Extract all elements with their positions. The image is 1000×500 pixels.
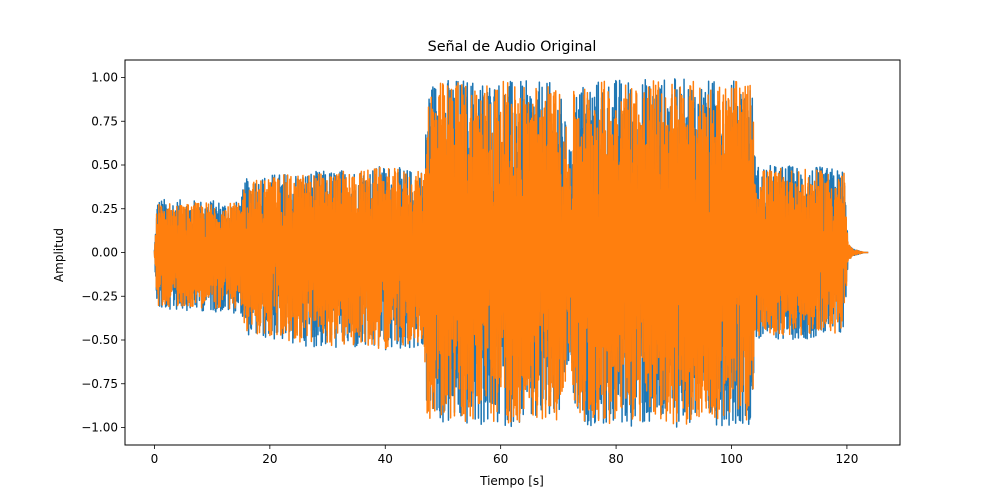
chart-title: Señal de Audio Original <box>428 39 597 55</box>
x-tick-label: 40 <box>378 452 393 466</box>
y-axis: 1.00 0.75 0.50 0.25 0.00 −0.25 −0.50 −0.75 −1.00 <box>81 71 125 435</box>
y-tick-label: 0.50 <box>91 158 118 172</box>
x-tick-label: 100 <box>720 452 743 466</box>
x-axis-label: Tiempo [s] <box>479 474 544 488</box>
y-tick-label: −0.75 <box>81 377 118 391</box>
y-tick-label: −0.25 <box>81 289 118 303</box>
y-tick-label: 0.75 <box>91 114 118 128</box>
y-tick-label: 1.00 <box>91 71 118 85</box>
x-tick-label: 0 <box>151 452 159 466</box>
plot-area <box>153 78 869 428</box>
y-axis-label: Amplitud <box>52 228 66 282</box>
y-tick-label: 0.00 <box>91 246 118 260</box>
x-tick-label: 60 <box>493 452 508 466</box>
x-tick-label: 20 <box>262 452 277 466</box>
x-tick-label: 80 <box>608 452 623 466</box>
series-layer <box>153 78 869 428</box>
x-axis: 0 20 40 60 80 100 120 <box>151 445 858 466</box>
y-tick-label: −1.00 <box>81 421 118 435</box>
y-tick-label: 0.25 <box>91 202 118 216</box>
x-tick-label: 120 <box>835 452 858 466</box>
y-tick-label: −0.50 <box>81 333 118 347</box>
signal-line-2 <box>153 80 869 425</box>
